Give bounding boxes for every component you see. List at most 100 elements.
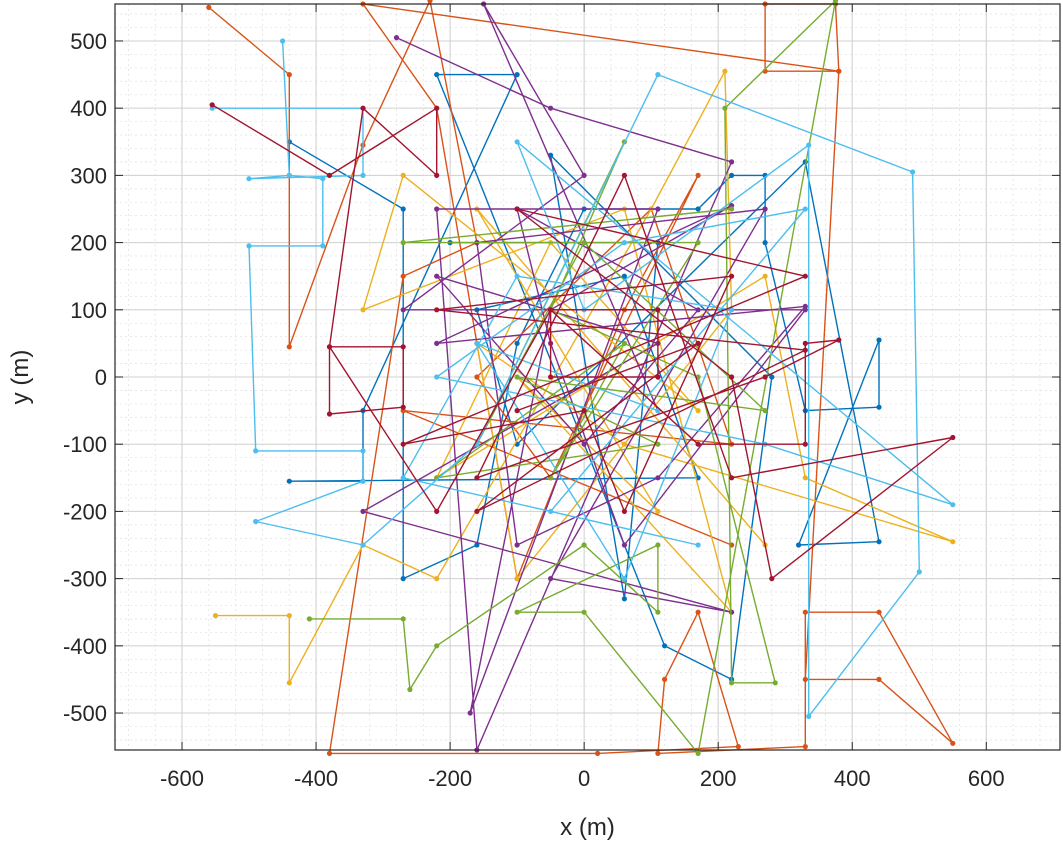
data-point xyxy=(434,273,440,279)
data-point xyxy=(246,243,252,249)
data-point xyxy=(729,307,735,313)
y-tick-label: -100 xyxy=(63,432,107,457)
data-point xyxy=(802,206,808,212)
data-point xyxy=(729,680,735,686)
data-point xyxy=(595,750,601,757)
data-point xyxy=(876,337,882,343)
x-tick-labels: -600 -400 -200 0 200 400 600 xyxy=(160,766,1005,791)
data-point xyxy=(400,441,406,447)
data-point xyxy=(729,374,735,380)
data-point xyxy=(772,680,778,686)
data-point xyxy=(434,105,440,111)
data-point xyxy=(400,307,406,313)
data-point xyxy=(729,609,735,615)
data-point xyxy=(695,307,701,313)
data-point xyxy=(621,340,628,346)
data-point xyxy=(581,240,587,246)
data-point xyxy=(655,609,661,615)
data-point xyxy=(326,411,333,417)
data-point xyxy=(360,172,366,178)
data-point xyxy=(400,344,406,350)
data-point xyxy=(802,273,808,279)
tick-marks xyxy=(115,4,1060,750)
x-tick-label: -400 xyxy=(294,766,338,791)
data-point xyxy=(400,172,406,178)
data-point xyxy=(400,576,406,582)
y-tick-label: 100 xyxy=(70,298,107,323)
data-point xyxy=(662,643,668,649)
data-point xyxy=(916,569,922,575)
data-point xyxy=(360,448,366,454)
data-point xyxy=(286,680,292,686)
data-point xyxy=(762,273,768,279)
data-point xyxy=(796,542,802,548)
data-point xyxy=(360,542,366,548)
data-point xyxy=(621,441,628,447)
data-point xyxy=(427,0,433,4)
data-point xyxy=(836,68,842,74)
data-point xyxy=(621,273,628,279)
data-point xyxy=(306,616,312,622)
data-point xyxy=(400,404,406,410)
data-point xyxy=(876,404,882,410)
data-point xyxy=(621,542,628,548)
data-point xyxy=(729,273,735,279)
data-point xyxy=(655,374,661,380)
data-point xyxy=(326,750,333,757)
data-point xyxy=(514,139,520,145)
data-point xyxy=(695,750,701,757)
y-tick-label: -400 xyxy=(63,634,107,659)
data-point xyxy=(548,374,554,380)
series-line xyxy=(362,3,806,751)
data-point xyxy=(802,475,808,481)
data-point xyxy=(729,206,735,212)
data-point xyxy=(514,542,520,548)
data-point xyxy=(434,508,440,514)
y-tick-label: -200 xyxy=(63,499,107,524)
x-tick-label: -200 xyxy=(428,766,472,791)
data-point xyxy=(769,374,775,380)
data-point xyxy=(655,307,661,313)
data-point xyxy=(474,374,480,380)
data-point xyxy=(548,576,554,582)
data-point xyxy=(212,613,219,619)
data-point xyxy=(400,616,406,622)
data-point xyxy=(722,105,728,111)
data-point xyxy=(695,542,701,548)
data-point xyxy=(393,35,400,41)
data-point xyxy=(434,340,440,346)
data-point xyxy=(434,307,440,313)
data-point xyxy=(876,609,882,615)
data-point xyxy=(581,172,587,178)
data-point xyxy=(950,502,956,508)
x-tick-label: 400 xyxy=(834,766,871,791)
data-point xyxy=(695,340,701,346)
x-tick-label: 600 xyxy=(968,766,1005,791)
series-line xyxy=(309,0,837,755)
data-point xyxy=(762,240,768,246)
data-point xyxy=(548,508,554,514)
data-point xyxy=(695,441,701,447)
data-point xyxy=(581,542,587,548)
data-point xyxy=(729,475,735,481)
data-point xyxy=(722,68,728,74)
data-point xyxy=(514,408,520,414)
data-point xyxy=(695,609,701,615)
data-point xyxy=(320,243,326,249)
y-tick-labels: -500 -400 -300 -200 -100 0 100 200 300 400 500 xyxy=(63,29,107,726)
data-point xyxy=(253,518,259,525)
data-point xyxy=(621,172,628,178)
data-point xyxy=(407,686,413,693)
data-point xyxy=(802,307,808,313)
data-point xyxy=(695,206,701,212)
data-point xyxy=(360,478,366,484)
data-point xyxy=(655,475,661,481)
data-point xyxy=(286,344,292,350)
data-point xyxy=(514,273,520,279)
data-point xyxy=(950,740,956,746)
data-point xyxy=(621,240,628,246)
data-point xyxy=(655,542,661,548)
data-point xyxy=(400,273,406,279)
data-point xyxy=(655,508,661,514)
